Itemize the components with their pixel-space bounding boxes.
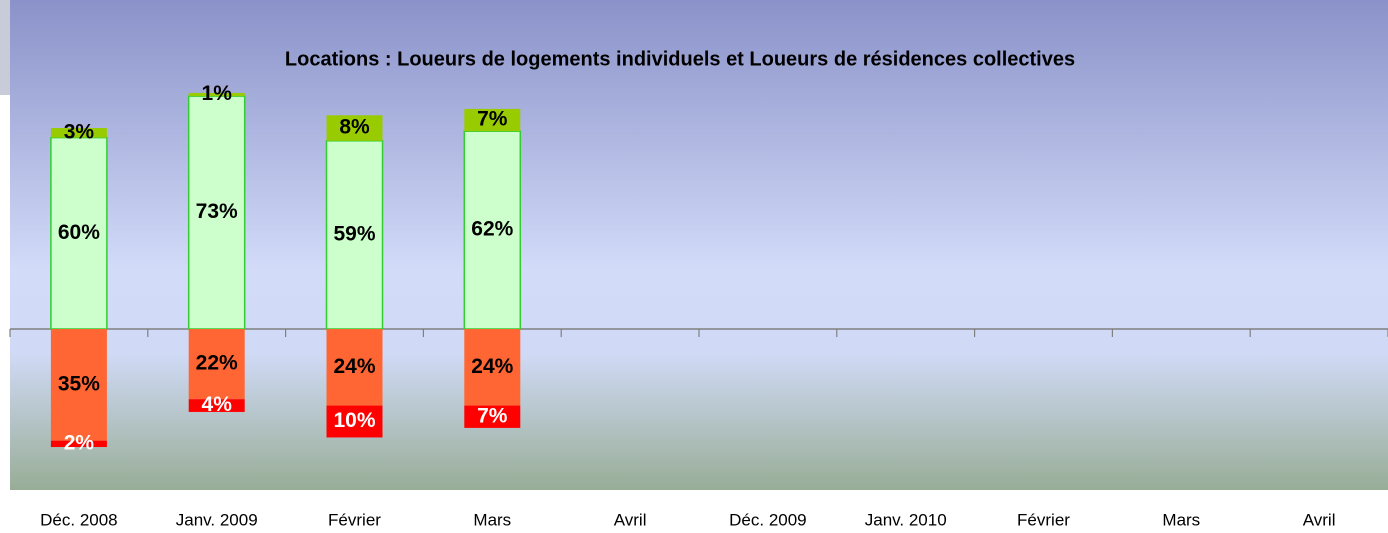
value-label: 2% <box>64 431 95 454</box>
bar-segment <box>50 128 107 138</box>
value-label: 22% <box>196 352 238 375</box>
value-label: 24% <box>471 355 513 378</box>
chart-subtitle: Locations : Loueurs de logements individ… <box>285 48 1075 70</box>
x-tick-label: Avril <box>1303 510 1336 529</box>
x-tick-label: Mars <box>473 510 511 529</box>
bar-segment <box>464 329 521 406</box>
value-label: 3% <box>64 120 95 143</box>
x-tick-label: Mars <box>1162 510 1200 529</box>
x-tick-label: Avril <box>614 510 647 529</box>
bar-segment <box>326 115 383 141</box>
bar-segment <box>188 329 245 400</box>
bar-segment <box>464 108 521 132</box>
x-tick-label: Janv. 2009 <box>176 510 258 529</box>
bar-segment <box>326 405 383 438</box>
value-label: 59% <box>333 222 375 245</box>
x-tick-label: Déc. 2009 <box>729 510 807 529</box>
bar-segment <box>464 405 521 428</box>
value-label: 8% <box>339 116 370 139</box>
bar-segment <box>50 440 107 448</box>
value-label: 73% <box>196 200 238 223</box>
value-label: 1% <box>202 82 233 105</box>
x-tick-label: Déc. 2008 <box>40 510 118 529</box>
value-label: 60% <box>58 221 100 244</box>
x-tick-label: Février <box>328 510 381 529</box>
value-label: 62% <box>471 218 513 241</box>
value-label: 7% <box>477 108 508 131</box>
x-tick-label: Janv. 2010 <box>865 510 947 529</box>
bar-segment <box>325 140 384 330</box>
bar-segment <box>50 136 108 330</box>
bar-segment <box>463 130 522 330</box>
bar-segment <box>188 399 245 412</box>
bar-segment <box>326 329 383 406</box>
value-label: 24% <box>333 355 375 378</box>
value-label: 4% <box>202 393 233 416</box>
value-label: 10% <box>333 409 375 432</box>
bar-segment <box>50 329 107 441</box>
bar-segment <box>188 92 245 97</box>
x-tick-label: Février <box>1017 510 1070 529</box>
value-label: 35% <box>58 372 100 395</box>
value-label: 7% <box>477 404 508 427</box>
edge-strip <box>0 0 10 95</box>
